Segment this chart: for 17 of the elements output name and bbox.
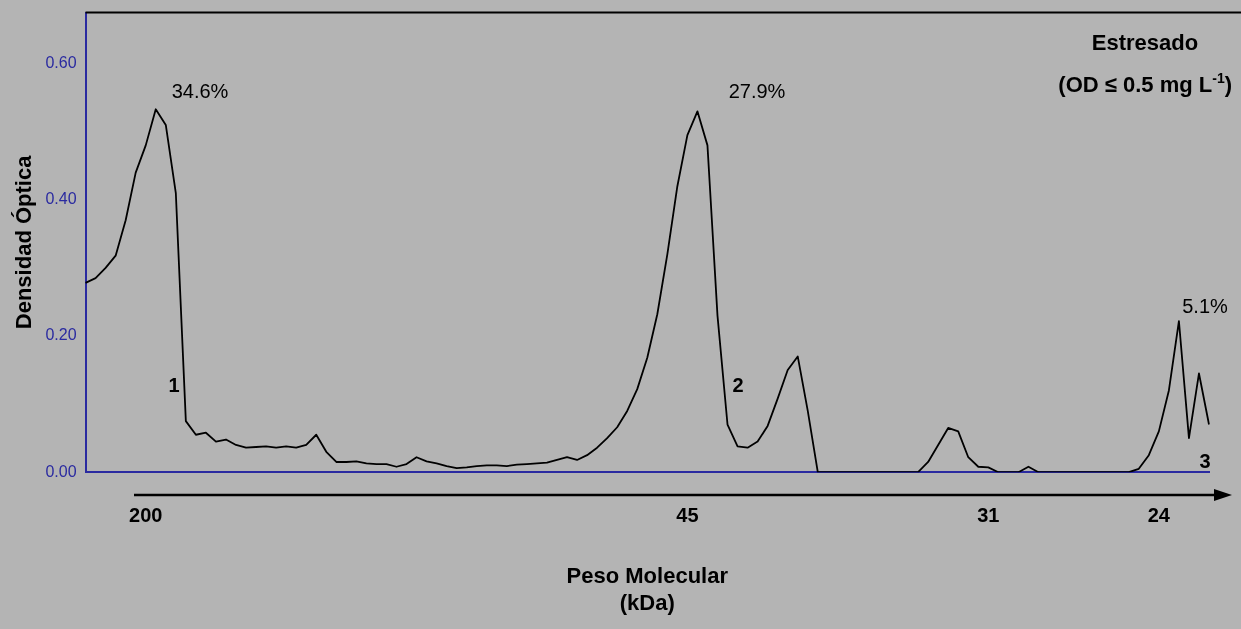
annotation: 34.6% xyxy=(171,79,229,102)
text: Estresado xyxy=(1091,30,1199,55)
y-tick-label: 0.60 xyxy=(45,54,77,72)
annotation: 3 xyxy=(1199,449,1211,472)
x-axis-title: Peso Molecular (kDa) xyxy=(566,563,729,615)
annotation: 1 xyxy=(168,373,180,396)
y-tick-label: 0.20 xyxy=(45,326,77,344)
y-tick-label: 0.40 xyxy=(45,190,77,208)
annotation: 5.1% xyxy=(1182,294,1229,317)
x-tick-label: 24 xyxy=(1147,503,1171,526)
annotation: 2 xyxy=(732,373,744,396)
y-axis-title: Densidad Óptica xyxy=(11,154,37,330)
annotation: 27.9% xyxy=(728,79,786,102)
x-tick-label: 200 xyxy=(129,503,163,526)
x-tick-label: 45 xyxy=(676,503,699,526)
x-tick-label: 31 xyxy=(977,503,1000,526)
y-tick-label: 0.00 xyxy=(45,462,77,480)
